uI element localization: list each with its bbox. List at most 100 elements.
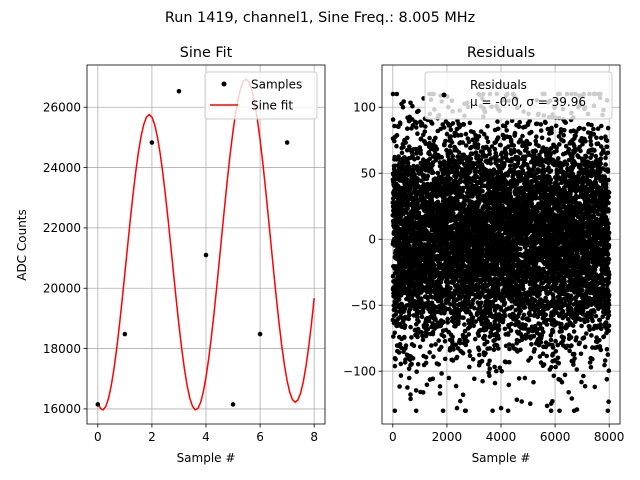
residual-point (401, 144, 406, 150)
residual-point (418, 151, 424, 156)
residual-point (403, 343, 409, 348)
residual-point (470, 315, 476, 320)
residual-point (430, 376, 436, 382)
residual-point (414, 125, 419, 130)
residual-point (442, 339, 448, 344)
sine-fit-ytick-label-1: 18000 (43, 342, 81, 356)
sine-fit-grid (87, 65, 325, 424)
residual-point (415, 314, 420, 320)
residual-point (417, 344, 423, 350)
residual-point (427, 350, 433, 355)
residual-point (431, 354, 436, 360)
residual-point (424, 323, 430, 328)
residual-point (408, 192, 414, 197)
residual-point (423, 355, 429, 360)
figure-suptitle: Run 1419, channel1, Sine Freq.: 8.005 MH… (165, 10, 475, 26)
residual-point (423, 141, 429, 146)
residual-point (424, 382, 430, 388)
residual-point (396, 297, 402, 302)
sine-fit-curve (97, 78, 315, 411)
residual-point (419, 279, 424, 284)
sample-point (203, 252, 209, 258)
residual-point (502, 300, 508, 306)
sine-fit-xtick-label-2: 4 (202, 430, 210, 444)
residual-point (463, 131, 469, 137)
residual-point (516, 124, 522, 129)
residual-point (392, 138, 397, 144)
residual-point (507, 163, 513, 169)
residual-point (453, 383, 459, 389)
residual-point (468, 169, 473, 174)
residual-point (425, 173, 431, 179)
residual-point (496, 327, 502, 332)
residual-point (448, 127, 454, 133)
residual-point (502, 314, 508, 319)
residual-point (462, 322, 467, 327)
residual-point (450, 153, 456, 159)
residual-point (470, 356, 476, 362)
residual-point (463, 408, 469, 414)
sample-point (122, 331, 128, 337)
residual-point (518, 150, 523, 156)
residual-point (467, 353, 473, 359)
residual-point (479, 300, 484, 306)
residual-point (482, 333, 488, 339)
residual-point (408, 396, 413, 402)
residual-point (483, 350, 488, 356)
sample-point (95, 402, 101, 407)
residual-point (476, 134, 482, 139)
residual-point (461, 122, 467, 127)
sine-fit-ytick-label-0: 16000 (43, 402, 81, 416)
residual-point (410, 123, 416, 128)
residuals-title: Residuals (467, 45, 535, 61)
residual-point (433, 135, 438, 141)
residual-point (429, 121, 435, 126)
residual-point (420, 333, 425, 339)
residual-point (479, 358, 485, 364)
residual-point (468, 156, 474, 162)
residual-point (394, 133, 400, 138)
residual-point (409, 335, 414, 340)
residual-point (419, 314, 425, 320)
sine-fit-ylabel: ADC Counts (15, 209, 29, 281)
residual-point (413, 408, 419, 414)
residual-point (491, 347, 497, 353)
residual-point (406, 316, 412, 322)
sine-fit-xtick-label-0: 0 (94, 430, 102, 444)
residual-point (504, 128, 510, 133)
residual-point (507, 346, 512, 352)
sine-fit-ytick-label-2: 20000 (43, 281, 81, 295)
residual-point (521, 286, 526, 292)
residual-point (472, 376, 477, 382)
residual-point (460, 350, 466, 356)
sine-fit-ytick-label-5: 26000 (43, 100, 81, 114)
residual-point (401, 99, 407, 104)
residual-point (439, 371, 444, 376)
residual-point (476, 347, 482, 353)
residual-point (517, 119, 522, 125)
residual-point (394, 91, 400, 97)
residual-point (514, 397, 520, 403)
sine-fit-ytick-label-4: 24000 (43, 161, 81, 175)
residual-point (399, 150, 405, 156)
residual-point (485, 339, 490, 345)
residual-point (415, 201, 420, 207)
residual-point (429, 343, 434, 348)
residual-point (499, 369, 505, 374)
residual-point (454, 354, 460, 360)
residual-point (399, 206, 405, 211)
residual-point (396, 350, 402, 355)
residual-point (476, 333, 482, 338)
residual-point (487, 373, 492, 379)
residual-point (480, 378, 485, 384)
residual-point (423, 360, 429, 366)
residual-point (390, 91, 396, 97)
residual-point (420, 390, 426, 395)
residual-point (506, 332, 511, 337)
residual-point (419, 121, 425, 127)
residual-point (422, 129, 428, 134)
residual-point (400, 319, 406, 325)
residual-point (416, 108, 421, 114)
residual-point (446, 375, 452, 381)
